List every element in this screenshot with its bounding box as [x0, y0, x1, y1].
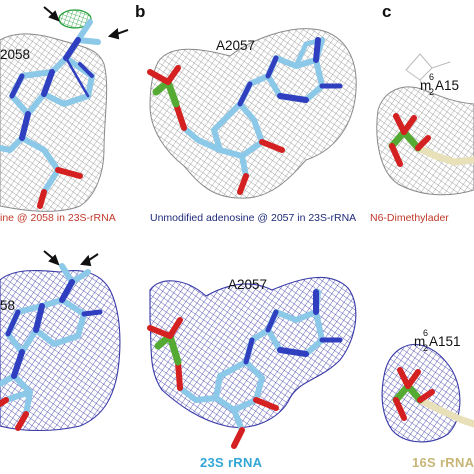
molecule-top-middle [147, 37, 343, 195]
residue-label-top-middle: A2057 [216, 38, 256, 53]
arrow-icon-top-left-2 [107, 28, 129, 40]
arrow-icon-bottom-left-1 [43, 250, 60, 266]
residue-label-bottom-middle: A2057 [228, 277, 268, 292]
arrow-icon-top-left-1 [43, 6, 60, 22]
residue-label-top-left: 2058 [0, 47, 31, 62]
residue-label-bottom-left: 58 [0, 298, 16, 313]
molecule-top-right [388, 53, 474, 167]
difference-density-green [58, 9, 92, 29]
panel-letter-c: c [382, 2, 392, 21]
arrow-icon-bottom-left-2 [80, 253, 99, 267]
density-mesh-top-middle [149, 28, 357, 199]
panel-letter-b: b [135, 2, 146, 21]
label-16s-rrna: 16S rRNA [412, 455, 474, 470]
caption-top-left-text: ine @ 2058 in 23S-rRNA [0, 212, 116, 224]
molecule-bottom-middle [147, 289, 343, 449]
density-mesh-bottom-middle [149, 276, 357, 429]
label-23s-rrna: 23S rRNA [200, 455, 263, 470]
caption-top-left: ine @ 2058 in 23S-rRNA [0, 212, 116, 224]
caption-top-middle: Unmodified adenosine @ 2057 in 23S-rRNA [150, 212, 357, 224]
molecule-bottom-right [392, 367, 474, 428]
molecule-top-left [0, 19, 101, 209]
caption-top-right: N6-Dimethylader [370, 212, 449, 224]
density-mesh-bottom-right [381, 344, 461, 443]
molecule-bottom-left [0, 263, 103, 431]
